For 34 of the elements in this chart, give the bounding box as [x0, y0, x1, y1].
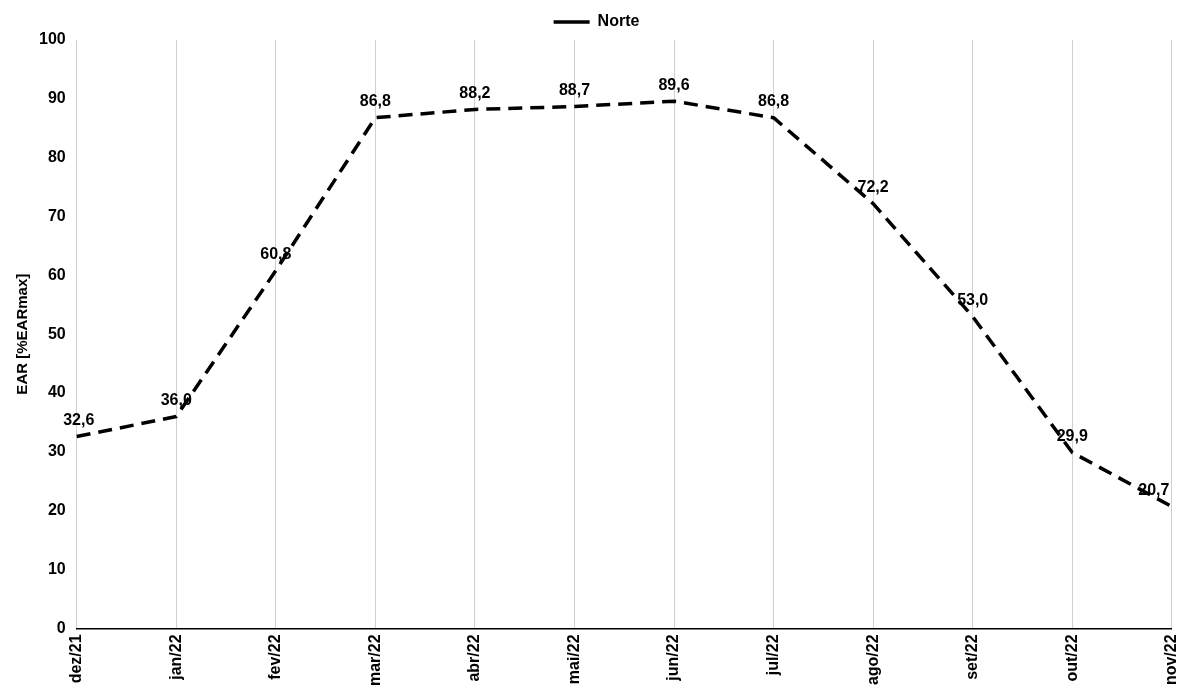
- x-tick-label: jun/22: [664, 634, 682, 682]
- x-tick-label: nov/22: [1162, 634, 1180, 686]
- x-tick-label: jul/22: [763, 634, 781, 677]
- data-label: 86,8: [758, 92, 790, 110]
- data-label: 36,0: [160, 390, 192, 408]
- y-axis-title: EAR [%EARmax]: [13, 273, 31, 395]
- y-tick-label: 90: [47, 89, 66, 107]
- data-label: 86,8: [359, 92, 392, 110]
- y-tick-label: 70: [47, 206, 66, 224]
- x-tick-label: mai/22: [564, 634, 582, 685]
- y-tick-label: 100: [38, 30, 66, 48]
- x-tick-label: fev/22: [266, 634, 284, 680]
- x-tick-label: ago/22: [863, 634, 881, 686]
- data-label: 32,6: [63, 410, 95, 428]
- y-tick-label: 60: [47, 265, 66, 283]
- legend-label: Norte: [597, 12, 640, 30]
- x-tick-label: set/22: [963, 634, 981, 680]
- y-tick-label: 50: [47, 324, 66, 342]
- y-tick-label: 80: [47, 148, 66, 166]
- y-tick-label: 40: [47, 383, 66, 401]
- x-tick-label: mar/22: [365, 634, 383, 686]
- y-tick-label: 30: [47, 442, 66, 460]
- data-label: 88,2: [459, 83, 491, 101]
- data-label: 88,7: [558, 80, 591, 98]
- data-label: 29,9: [1056, 426, 1088, 444]
- x-tick-label: jan/22: [166, 634, 184, 681]
- y-tick-label: 20: [47, 501, 66, 519]
- y-tick-label: 10: [47, 559, 66, 577]
- x-tick-label: abr/22: [465, 634, 483, 682]
- x-tick-label: dez/21: [67, 634, 85, 684]
- x-tick-label: out/22: [1062, 634, 1080, 682]
- data-label: 89,6: [658, 75, 690, 93]
- y-tick-label: 0: [56, 618, 66, 636]
- data-label: 72,2: [857, 177, 889, 195]
